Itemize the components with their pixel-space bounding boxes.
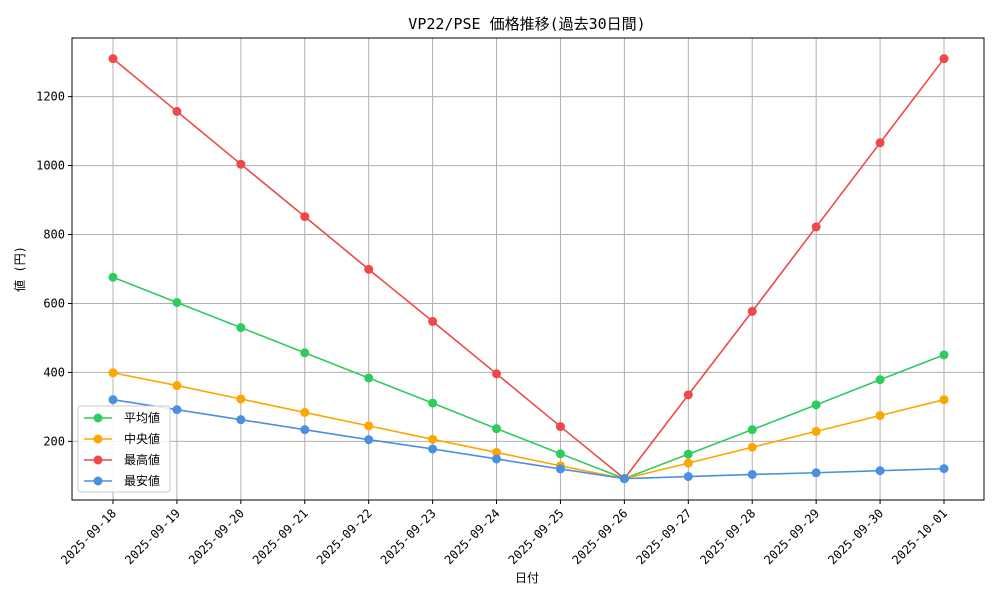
y-tick-label: 800 [43, 228, 65, 242]
data-point [683, 390, 693, 400]
data-point [108, 272, 118, 282]
data-point [428, 316, 438, 326]
data-point [875, 138, 885, 148]
data-point [172, 106, 182, 116]
data-point [236, 394, 246, 404]
legend-marker [93, 476, 103, 486]
y-tick-label: 600 [43, 296, 65, 310]
data-point [619, 474, 629, 484]
series-line [112, 398, 945, 480]
data-point [939, 464, 949, 474]
data-point [492, 424, 502, 434]
data-point [747, 469, 757, 479]
data-point [364, 435, 374, 445]
series-line [112, 58, 945, 480]
data-point [364, 421, 374, 431]
data-point [364, 264, 374, 274]
legend-marker [93, 413, 103, 423]
series-layer [108, 54, 949, 484]
x-axis-label: 日付 [515, 571, 539, 585]
data-point [939, 350, 949, 360]
series-line [112, 371, 945, 480]
data-point [428, 398, 438, 408]
data-point [300, 348, 310, 358]
data-point [236, 415, 246, 425]
data-point [875, 375, 885, 385]
data-point [300, 212, 310, 222]
data-point [939, 54, 949, 64]
legend-marker [93, 434, 103, 444]
data-point [300, 407, 310, 417]
chart-title: VP22/PSE 価格推移(過去30日間) [408, 15, 645, 33]
legend-marker [93, 455, 103, 465]
data-point [492, 447, 502, 457]
data-point [236, 323, 246, 333]
data-point [747, 425, 757, 435]
data-point [364, 373, 374, 383]
data-point [428, 444, 438, 454]
data-point [683, 472, 693, 482]
data-point [811, 468, 821, 478]
data-point [555, 422, 565, 432]
y-tick-label: 400 [43, 365, 65, 379]
data-point [108, 368, 118, 378]
data-point [172, 405, 182, 415]
data-point [747, 442, 757, 452]
data-point [172, 297, 182, 307]
data-point [555, 464, 565, 474]
data-point [811, 426, 821, 436]
data-point [492, 454, 502, 464]
data-point [875, 466, 885, 476]
data-point [492, 369, 502, 379]
legend-box [77, 405, 171, 493]
y-tick-label: 200 [43, 434, 65, 448]
y-axis-label: 値 (円) [12, 246, 27, 292]
data-point [811, 222, 821, 232]
legend-label: 平均値 [124, 410, 160, 425]
data-point [811, 400, 821, 410]
data-point [172, 381, 182, 391]
legend-label: 中央値 [124, 431, 160, 446]
data-point [683, 449, 693, 459]
data-point [875, 411, 885, 421]
legend-label: 最高値 [124, 452, 160, 467]
y-tick-label: 1000 [36, 159, 65, 173]
data-point [683, 458, 693, 468]
data-point [236, 159, 246, 169]
y-tick-label: 1200 [36, 90, 65, 104]
data-point [747, 306, 757, 316]
data-point [428, 434, 438, 444]
plot-frame [71, 37, 985, 501]
data-point [555, 449, 565, 459]
series-line [112, 276, 945, 480]
data-point [108, 54, 118, 64]
data-point [108, 395, 118, 405]
y-axis-ticks: 200 400 600 800 1000 1200 [36, 90, 72, 448]
data-point [300, 425, 310, 435]
data-point [939, 395, 949, 405]
legend-label: 最安値 [124, 473, 160, 488]
